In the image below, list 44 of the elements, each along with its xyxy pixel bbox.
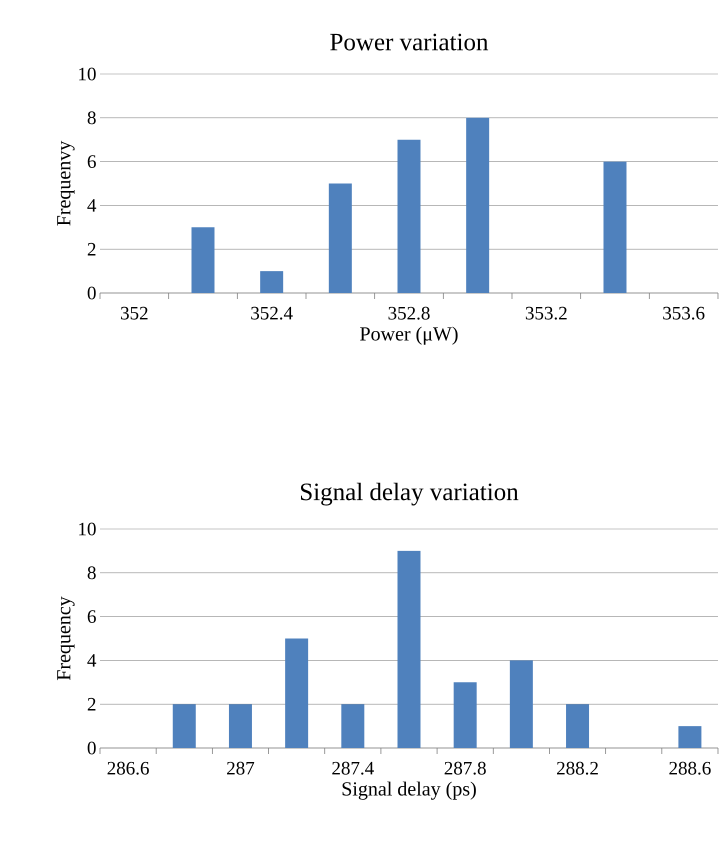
bar	[397, 550, 420, 748]
x-axis-title: Signal delay (ps)	[342, 782, 476, 800]
x-tick-label: 353.6	[663, 306, 704, 320]
y-tick-label: 8	[88, 111, 96, 124]
y-tick-label: 4	[87, 199, 96, 212]
x-tick-label: 352.8	[388, 306, 430, 320]
bar	[454, 682, 477, 748]
y-axis-title: Frequenvy	[57, 140, 75, 226]
bar	[566, 704, 590, 748]
chart-title: Signal delay variation	[300, 482, 518, 506]
bar	[397, 140, 420, 293]
chart-title: Power variation	[330, 34, 488, 50]
bar	[285, 638, 308, 748]
bar	[678, 726, 702, 748]
y-tick-label: 0	[88, 286, 96, 300]
y-tick-label: 4	[87, 654, 96, 667]
y-tick-label: 8	[88, 566, 96, 580]
x-tick-label: 287.8	[444, 762, 486, 775]
bar	[466, 118, 490, 293]
x-axis-title: Power (μW)	[360, 326, 458, 345]
x-tick-label: 352	[120, 306, 148, 320]
y-tick-label: 0	[88, 742, 96, 754]
x-tick-label: 287	[227, 762, 254, 775]
x-tick-label: 288.2	[556, 762, 598, 775]
y-tick-label: 2	[88, 242, 96, 256]
x-tick-label: 286.6	[108, 762, 149, 775]
y-tick-label: 2	[88, 698, 96, 710]
bar	[603, 162, 626, 293]
bar	[510, 660, 533, 748]
y-axis-title: Frequency	[57, 596, 75, 680]
y-tick-label: 10	[79, 522, 96, 536]
x-tick-label: 288.6	[669, 762, 711, 775]
y-tick-label: 6	[88, 155, 96, 168]
bar	[328, 184, 352, 293]
bar	[172, 704, 196, 748]
bar	[191, 227, 214, 293]
x-tick-label: 287.4	[332, 762, 374, 775]
y-tick-label: 6	[88, 610, 96, 623]
bar	[228, 704, 252, 748]
bar	[260, 271, 284, 293]
y-tick-label: 10	[79, 68, 96, 80]
bar	[341, 704, 364, 748]
x-tick-label: 353.2	[526, 306, 567, 320]
x-tick-label: 352.4	[251, 306, 293, 320]
